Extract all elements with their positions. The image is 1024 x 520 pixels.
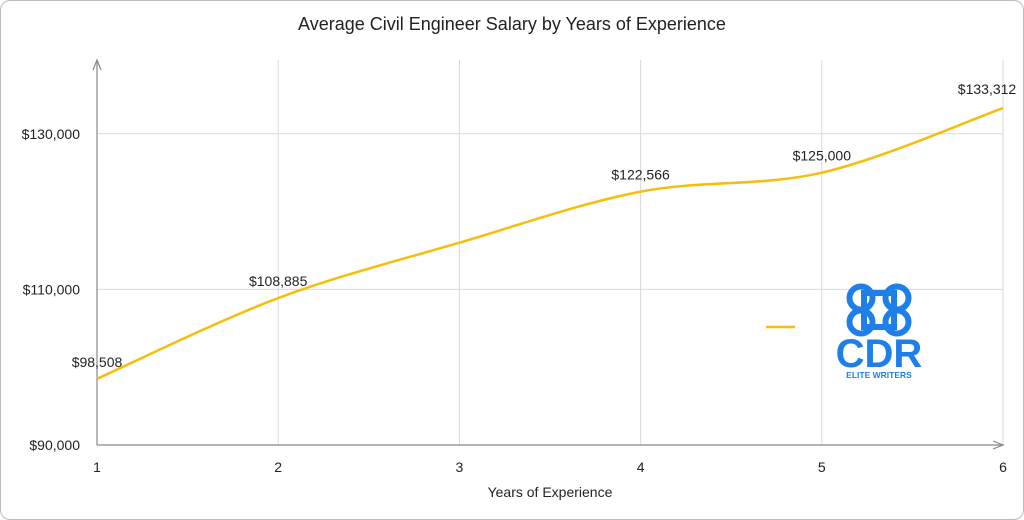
data-label: $108,885	[249, 273, 308, 289]
y-tick-label: $130,000	[22, 126, 81, 142]
data-labels: $98,508 $108,885 $122,566 $125,000 $133,312	[72, 81, 1017, 370]
y-tick-labels: $90,000 $110,000 $130,000	[22, 126, 81, 453]
x-tick-label: 6	[999, 459, 1007, 475]
x-axis-title: Years of Experience	[488, 484, 613, 500]
data-label: $133,312	[958, 81, 1017, 97]
x-tick-label: 1	[93, 459, 101, 475]
data-label: $122,566	[611, 167, 670, 183]
knot-center	[861, 290, 897, 330]
series-group	[96, 106, 1004, 380]
y-tick-label: $90,000	[29, 437, 80, 453]
logo-tagline: ELITE WRITERS	[846, 370, 912, 380]
gridlines	[97, 60, 1004, 445]
logo-brand: CDR	[836, 332, 923, 376]
axes	[92, 58, 1005, 450]
data-label: $125,000	[793, 148, 852, 164]
series-line	[96, 106, 1004, 380]
x-tick-label: 4	[637, 459, 645, 475]
y-axis-arrow-icon	[92, 58, 102, 71]
chart-title: Average Civil Engineer Salary by Years o…	[298, 14, 726, 34]
cdr-logo: CDR ELITE WRITERS	[836, 283, 923, 380]
x-tick-label: 3	[456, 459, 464, 475]
x-axis-arrow-icon	[992, 440, 1005, 450]
x-tick-label: 2	[274, 459, 282, 475]
data-label: $98,508	[72, 354, 123, 370]
x-tick-labels: 1 2 3 4 5 6	[93, 459, 1007, 475]
logo-knot-icon	[846, 283, 912, 337]
y-tick-label: $110,000	[23, 281, 81, 297]
x-tick-label: 5	[818, 459, 826, 475]
